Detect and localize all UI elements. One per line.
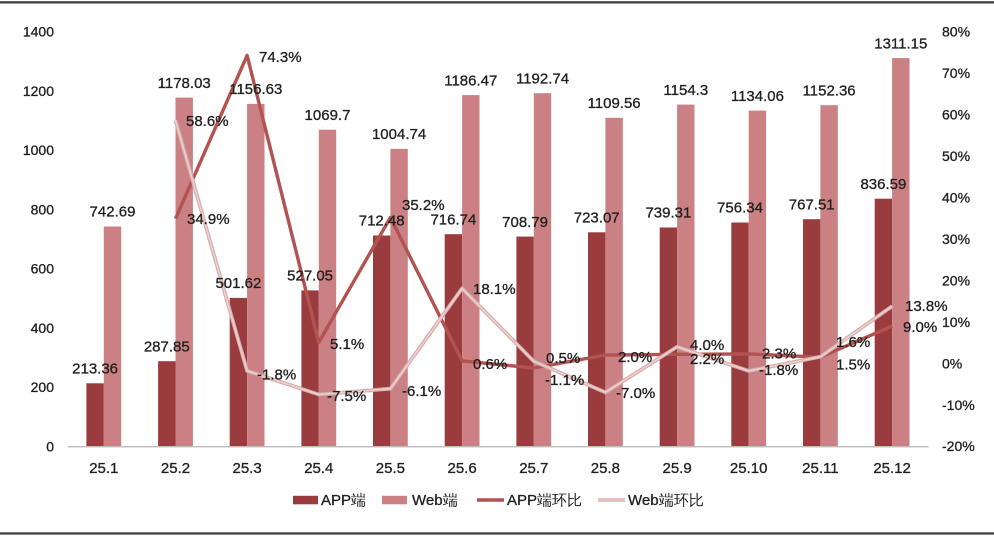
- svg-text:708.79: 708.79: [502, 214, 548, 231]
- svg-text:-20%: -20%: [942, 438, 975, 454]
- svg-text:25.3: 25.3: [232, 460, 261, 477]
- svg-text:400: 400: [31, 320, 55, 336]
- svg-text:1400: 1400: [23, 24, 54, 40]
- svg-text:200: 200: [31, 379, 55, 395]
- svg-text:1069.7: 1069.7: [305, 107, 351, 124]
- svg-text:Web: Web: [412, 492, 443, 509]
- svg-text:712.48: 712.48: [359, 213, 405, 230]
- svg-text:1311.15: 1311.15: [874, 35, 927, 52]
- svg-text:0.5%: 0.5%: [546, 350, 580, 367]
- svg-text:60%: 60%: [942, 107, 970, 123]
- svg-text:1109.56: 1109.56: [588, 95, 641, 112]
- svg-text:1152.36: 1152.36: [803, 82, 856, 99]
- svg-text:Web: Web: [628, 492, 659, 509]
- svg-text:1134.06: 1134.06: [731, 88, 784, 105]
- svg-text:34.9%: 34.9%: [187, 211, 230, 228]
- svg-text:25.9: 25.9: [662, 460, 691, 477]
- svg-text:13.8%: 13.8%: [905, 298, 948, 315]
- svg-text:25.2: 25.2: [161, 460, 190, 477]
- svg-text:1156.63: 1156.63: [229, 81, 282, 98]
- svg-text:APP: APP: [507, 492, 537, 509]
- svg-text:4.0%: 4.0%: [690, 337, 724, 354]
- svg-text:1186.47: 1186.47: [444, 72, 497, 89]
- svg-text:25.7: 25.7: [519, 460, 548, 477]
- svg-text:10%: 10%: [942, 314, 970, 330]
- svg-text:1154.3: 1154.3: [663, 82, 708, 99]
- svg-text:739.31: 739.31: [645, 205, 691, 222]
- svg-text:25.11: 25.11: [802, 460, 838, 477]
- svg-text:723.07: 723.07: [574, 210, 620, 227]
- svg-text:-1.1%: -1.1%: [545, 372, 584, 389]
- svg-text:-6.1%: -6.1%: [402, 383, 441, 400]
- svg-text:1.6%: 1.6%: [836, 334, 870, 351]
- svg-text:25.6: 25.6: [447, 460, 476, 477]
- svg-text:0.6%: 0.6%: [473, 356, 507, 373]
- svg-text:756.34: 756.34: [717, 200, 763, 217]
- svg-text:1.5%: 1.5%: [836, 357, 870, 374]
- svg-text:74.3%: 74.3%: [259, 49, 302, 66]
- svg-text:18.1%: 18.1%: [473, 281, 516, 298]
- svg-text:1004.74: 1004.74: [372, 126, 426, 143]
- svg-text:35.2%: 35.2%: [402, 197, 445, 214]
- svg-text:767.51: 767.51: [789, 196, 835, 213]
- svg-text:2.2%: 2.2%: [690, 351, 724, 368]
- svg-text:20%: 20%: [942, 272, 970, 288]
- svg-text:25.4: 25.4: [304, 460, 333, 477]
- svg-text:APP: APP: [321, 492, 351, 509]
- svg-text:1192.74: 1192.74: [516, 70, 569, 87]
- svg-text:58.6%: 58.6%: [186, 113, 229, 130]
- svg-text:287.85: 287.85: [144, 338, 190, 355]
- svg-text:800: 800: [31, 201, 55, 217]
- svg-text:70%: 70%: [942, 65, 970, 81]
- svg-text:501.62: 501.62: [215, 275, 261, 292]
- svg-text:25.8: 25.8: [591, 460, 620, 477]
- svg-text:1000: 1000: [23, 142, 54, 158]
- svg-text:213.36: 213.36: [72, 361, 118, 378]
- svg-text:0%: 0%: [942, 355, 962, 371]
- svg-text:40%: 40%: [942, 190, 970, 206]
- svg-text:5.1%: 5.1%: [330, 336, 364, 353]
- svg-text:600: 600: [31, 261, 55, 277]
- svg-text:716.74: 716.74: [430, 211, 476, 228]
- svg-text:-1.8%: -1.8%: [759, 362, 798, 379]
- svg-text:1178.03: 1178.03: [158, 75, 211, 92]
- svg-text:-1.8%: -1.8%: [257, 367, 296, 384]
- svg-text:80%: 80%: [942, 24, 970, 40]
- svg-text:25.10: 25.10: [730, 460, 768, 477]
- svg-text:527.05: 527.05: [287, 268, 333, 285]
- svg-text:25.1: 25.1: [89, 460, 118, 477]
- svg-text:9.0%: 9.0%: [903, 319, 937, 336]
- svg-text:2.0%: 2.0%: [618, 349, 652, 366]
- svg-text:50%: 50%: [942, 148, 970, 164]
- svg-text:-10%: -10%: [942, 397, 975, 413]
- svg-text:0: 0: [46, 438, 54, 454]
- svg-text:836.59: 836.59: [860, 176, 906, 193]
- svg-text:-7.0%: -7.0%: [616, 385, 655, 402]
- svg-text:25.12: 25.12: [873, 460, 911, 477]
- svg-text:25.5: 25.5: [376, 460, 405, 477]
- svg-text:2.3%: 2.3%: [762, 346, 796, 363]
- svg-text:1200: 1200: [23, 83, 54, 99]
- svg-text:30%: 30%: [942, 231, 970, 247]
- svg-text:742.69: 742.69: [90, 204, 136, 221]
- svg-text:-7.5%: -7.5%: [327, 388, 366, 405]
